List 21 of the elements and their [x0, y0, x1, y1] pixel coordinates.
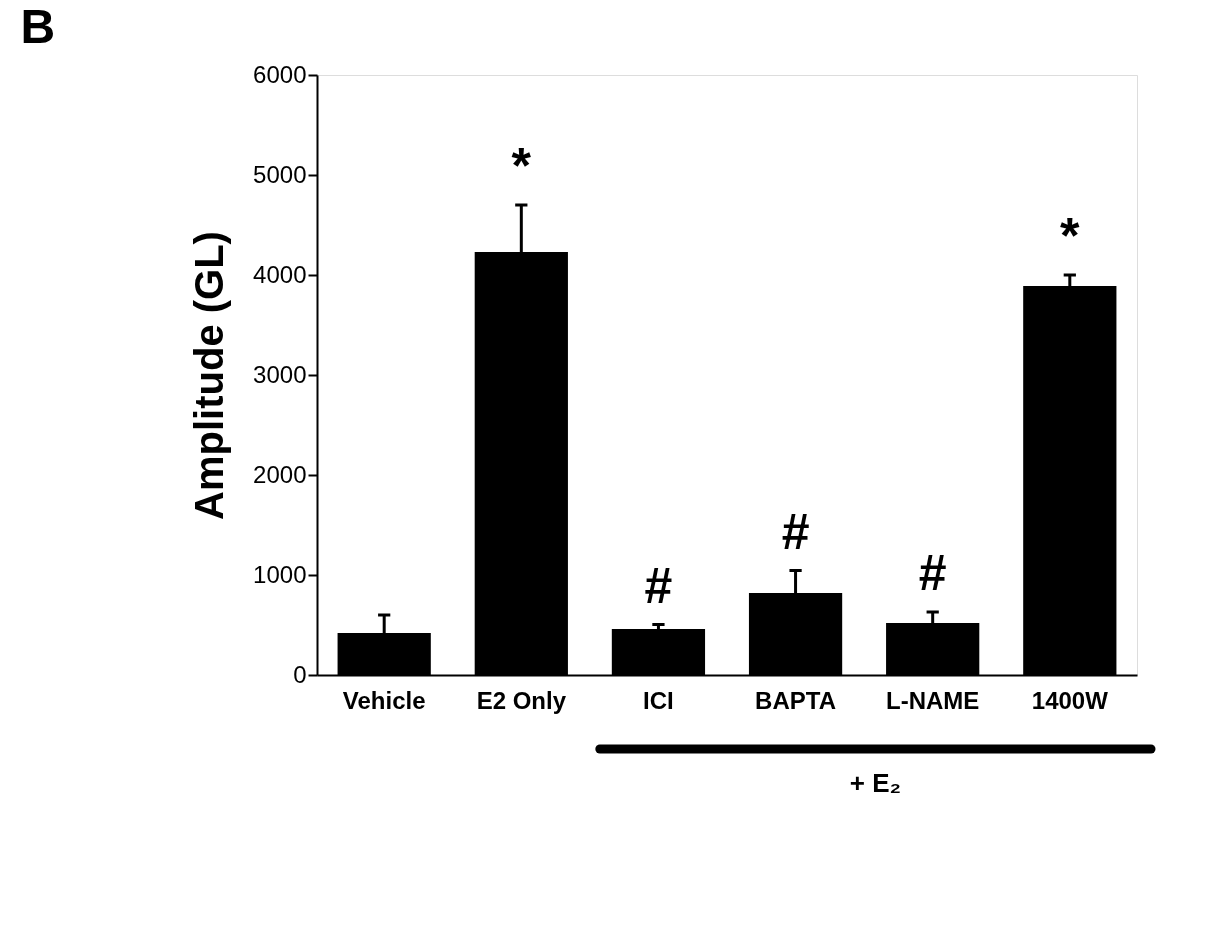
y-tick-label: 0	[293, 660, 307, 688]
x-tick-label: L-NAME	[886, 686, 980, 714]
y-tick-label: 4000	[253, 260, 307, 288]
text: + E₂	[849, 768, 902, 798]
x-tick-label: BAPTA	[755, 686, 837, 714]
annotation: *	[511, 138, 532, 194]
y-tick-label: 1000	[253, 560, 307, 588]
x-tick-label: ICI	[643, 686, 674, 714]
x-tick-label: 1400W	[1031, 686, 1109, 714]
y-tick-label: 3000	[253, 360, 307, 388]
x-tick-label: E2 Only	[476, 686, 567, 714]
x-tick-label: Vehicle	[342, 686, 426, 714]
annotation: #	[781, 503, 810, 560]
y-tick-label: 2000	[253, 460, 307, 488]
chart-title: B	[20, 0, 56, 53]
y-axis-title: Amplitude (GL)	[187, 231, 232, 520]
annotation: #	[644, 557, 673, 614]
annotation: #	[918, 545, 947, 601]
y-tick-label: 5000	[253, 160, 307, 188]
y-tick-label: 6000	[253, 60, 307, 88]
annotation: *	[1060, 208, 1081, 264]
